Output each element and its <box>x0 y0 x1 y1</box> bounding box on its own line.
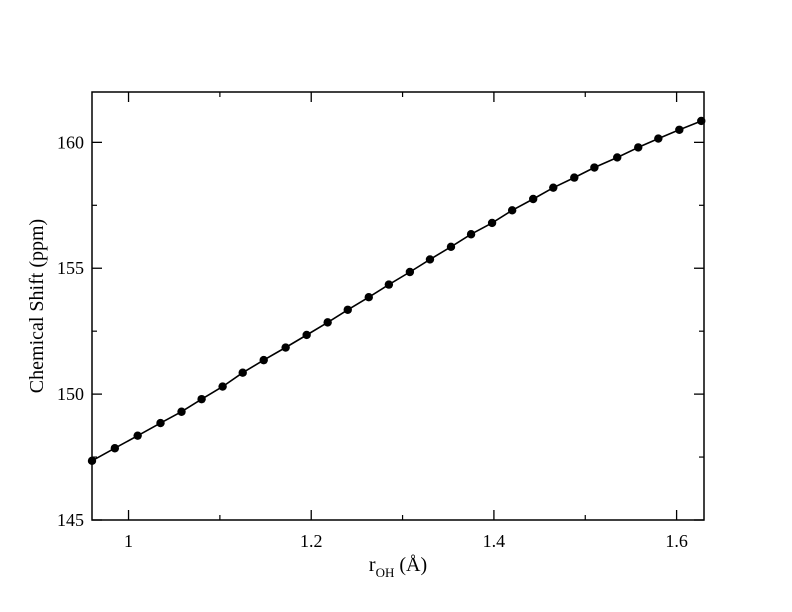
x-axis-label-unit: (Å) <box>394 554 427 576</box>
y-tick-label: 145 <box>57 510 84 530</box>
data-point <box>302 330 311 340</box>
data-point <box>528 194 538 204</box>
data-point <box>466 230 476 239</box>
x-axis-label: rOH (Å) <box>369 554 427 580</box>
data-series <box>87 116 706 466</box>
data-point <box>259 355 268 365</box>
y-axis-label: Chemical Shift (ppm) <box>26 219 48 393</box>
x-tick-label: 1 <box>124 531 133 551</box>
data-point <box>87 456 97 466</box>
data-point <box>133 431 142 440</box>
y-tick-label: 150 <box>57 384 84 404</box>
x-tick-label: 1.6 <box>665 531 688 551</box>
data-point <box>675 125 684 134</box>
data-point <box>590 163 599 172</box>
data-point <box>507 206 517 215</box>
x-tick-label: 1.2 <box>300 531 323 551</box>
x-axis-label-subscript: OH <box>376 565 395 580</box>
data-point <box>156 418 165 428</box>
data-point <box>549 183 558 192</box>
data-point <box>570 173 579 182</box>
data-point <box>654 134 663 143</box>
data-point <box>446 242 456 252</box>
y-tick-label: 155 <box>57 258 84 278</box>
data-point <box>197 394 206 404</box>
data-point <box>613 153 622 162</box>
data-point <box>384 280 394 289</box>
data-point <box>110 444 120 453</box>
data-point <box>487 218 497 228</box>
y-tick-label: 160 <box>57 132 84 152</box>
data-point <box>281 343 290 352</box>
data-point <box>634 143 643 152</box>
data-point <box>218 382 227 391</box>
data-point <box>405 267 415 277</box>
data-point <box>177 407 186 416</box>
data-point <box>364 292 373 302</box>
data-point <box>238 368 247 377</box>
axis-ticks: 1 1.2 1.4 1.6 145 150 155 160 <box>57 92 704 551</box>
x-axis-label-main: r <box>369 554 376 576</box>
data-point <box>425 255 435 264</box>
data-point <box>323 318 332 327</box>
x-tick-label: 1.4 <box>483 531 506 551</box>
plot-frame <box>91 91 705 521</box>
data-point <box>343 305 352 314</box>
data-point <box>697 116 706 126</box>
